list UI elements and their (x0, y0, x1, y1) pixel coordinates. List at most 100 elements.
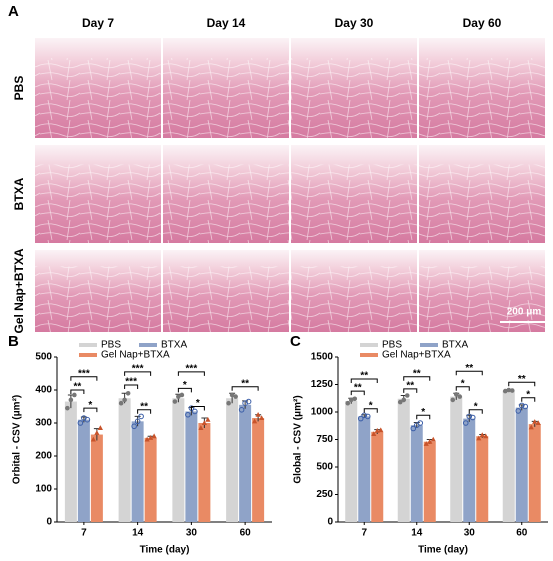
scale-bar-label: 200 μm (507, 307, 542, 318)
data-point (462, 420, 469, 426)
y-tick-label: 1250 (311, 379, 334, 390)
data-point (151, 433, 157, 439)
bar (172, 398, 185, 522)
data-point (90, 436, 96, 442)
data-point (371, 431, 377, 436)
y-tick-label: 500 (35, 352, 52, 363)
bar (397, 398, 410, 522)
histology-texture (291, 164, 417, 243)
column-header: Day 14 (207, 16, 246, 30)
panel-label: B (8, 333, 19, 350)
data-point (72, 392, 77, 398)
y-tick-label: 0 (46, 517, 52, 528)
significance-bracket (416, 414, 431, 420)
data-point (479, 432, 485, 438)
data-point (138, 413, 144, 420)
significance-label: ** (413, 368, 421, 379)
significance-label: * (196, 398, 200, 409)
y-tick-label: 400 (35, 385, 52, 396)
data-point (252, 418, 258, 424)
bar (239, 404, 252, 522)
data-point (397, 399, 403, 405)
histology-texture (291, 266, 417, 332)
significance-label: * (369, 400, 373, 411)
significance-label: *** (125, 377, 137, 388)
significance-label: *** (78, 368, 90, 379)
significance-bracket (137, 409, 152, 414)
data-point (361, 412, 368, 419)
data-point (179, 392, 185, 398)
data-point (450, 397, 456, 403)
y-tick-label: 100 (35, 484, 52, 495)
legend-label: PBS (382, 340, 402, 351)
histology-grid: Day 7 Day 14 Day 30 Day 60 PBS BTXA Gel Nap+BT… (12, 16, 545, 334)
bar (131, 421, 144, 522)
bar (64, 401, 77, 522)
significance-bracket (177, 371, 205, 376)
column-header: Day 30 (335, 16, 374, 30)
y-tick-label: 750 (316, 434, 333, 445)
data-point (125, 391, 131, 396)
data-point (229, 392, 235, 398)
significance-label: ** (354, 383, 362, 394)
data-point (198, 425, 204, 430)
bar (463, 418, 476, 522)
significance-bracket (70, 389, 85, 394)
data-point (404, 393, 410, 398)
significance-bracket (350, 390, 365, 396)
data-point (423, 441, 429, 446)
significance-label: * (474, 401, 478, 412)
bar (371, 431, 384, 522)
column-header: Day 60 (463, 16, 502, 30)
bar (118, 398, 131, 522)
histology-texture (163, 58, 289, 138)
data-point (148, 435, 154, 440)
bar (252, 418, 265, 522)
data-point (134, 418, 141, 425)
significance-label: * (88, 400, 92, 411)
data-point (509, 388, 515, 393)
legend-label: BTXA (161, 340, 187, 351)
significance-label: *** (186, 363, 198, 374)
bar (77, 419, 90, 522)
x-tick-label: 14 (411, 528, 423, 539)
x-tick-label: 14 (132, 528, 144, 539)
x-tick-label: 60 (240, 528, 252, 539)
column-header: Day 7 (82, 16, 114, 30)
bar (450, 396, 463, 522)
histology-texture (35, 58, 161, 138)
data-point (532, 419, 538, 424)
significance-bracket (190, 406, 205, 411)
legend-label: PBS (101, 340, 121, 351)
data-point (506, 387, 512, 393)
data-point (410, 425, 417, 432)
bar (90, 434, 103, 522)
significance-bracket (83, 407, 98, 413)
data-point (255, 411, 261, 417)
bar (358, 416, 371, 522)
data-point (522, 403, 529, 410)
data-point (357, 415, 364, 422)
legend-label: Gel Nap+BTXA (382, 350, 451, 361)
significance-bracket (455, 386, 470, 391)
histology-texture (419, 58, 545, 138)
data-point (457, 394, 463, 399)
significance-label: ** (73, 382, 81, 393)
significance-bracket (70, 376, 98, 381)
data-point (352, 396, 358, 402)
error-bar (134, 415, 141, 427)
data-point (226, 400, 231, 406)
bar (502, 390, 515, 522)
bar (185, 411, 198, 522)
data-point (401, 397, 407, 403)
data-point (476, 435, 482, 441)
data-point (469, 414, 476, 421)
row-header: BTXA (12, 177, 26, 210)
x-tick-label: 7 (361, 528, 367, 539)
data-point (535, 420, 541, 425)
data-point (84, 416, 91, 423)
y-tick-label: 1500 (311, 352, 334, 363)
data-point (205, 416, 211, 422)
bar (423, 441, 436, 522)
